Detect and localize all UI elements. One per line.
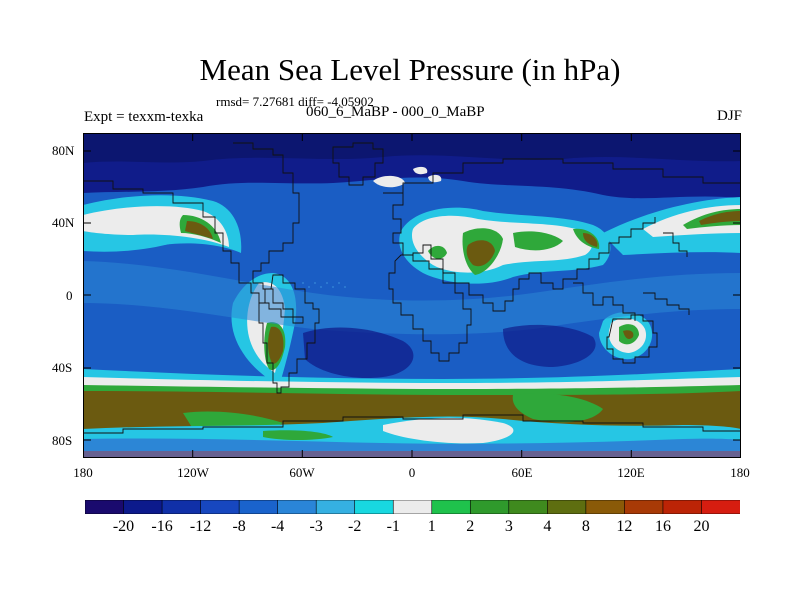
period-label: 060_6_MaBP - 000_0_MaBP <box>306 104 485 120</box>
colorbar-swatch <box>392 499 433 515</box>
stats-line: rmsd= 7.27681 diff= -4.05902 <box>216 94 374 109</box>
season-label: DJF <box>716 108 742 124</box>
colorbar-tick-label: 16 <box>654 518 671 535</box>
colorbar-swatch <box>161 499 202 515</box>
colorbar-swatch <box>547 499 587 515</box>
experiment-label: Expt = texxm-texka <box>84 109 204 125</box>
eurasia-green-3 <box>513 231 563 251</box>
southern-green-patch-1 <box>512 393 603 423</box>
lat-tick-label: 0 <box>66 288 73 303</box>
colorbar-swatch <box>277 499 317 515</box>
lat-tick-label: 80S <box>52 433 73 448</box>
contour-map <box>83 133 741 458</box>
lon-tick-label: 120W <box>177 465 209 480</box>
south-america-coast <box>258 274 320 394</box>
colorbar-tick-label: -4 <box>270 518 285 535</box>
lon-tick-label: 120E <box>617 465 645 480</box>
lon-tick-label: 60W <box>289 465 315 480</box>
australia-coast <box>606 314 658 364</box>
colorbar <box>84 499 741 515</box>
north-america-coast <box>83 142 304 324</box>
colorbar-tick-label: -16 <box>151 518 173 535</box>
south-america-brown <box>268 326 284 364</box>
lon-tick-label: 180 <box>73 465 93 480</box>
africa-coast <box>388 254 472 362</box>
antarctic-white <box>383 417 514 444</box>
colorbar-tick-label: -2 <box>348 518 362 535</box>
colorbar-swatch <box>585 499 626 515</box>
lat-tick-label: 80N <box>52 143 75 158</box>
colorbar-tick-label: -8 <box>232 518 246 535</box>
colorbar-swatch <box>200 499 240 515</box>
colorbar-tick-label: 20 <box>693 518 710 535</box>
lat-tick-label: 40S <box>52 360 73 375</box>
colorbar-swatches <box>84 499 741 515</box>
tropical-light-band <box>83 261 741 335</box>
colorbar-swatch <box>508 499 549 515</box>
colorbar-swatch <box>84 499 125 515</box>
stipple-pattern <box>302 282 346 288</box>
greenland-coast <box>332 142 384 186</box>
arctic-patch-3 <box>428 174 442 183</box>
colorbar-tick-label: 8 <box>581 518 590 535</box>
colorbar-swatch <box>701 499 741 515</box>
colorbar-tick-label: -1 <box>386 518 400 535</box>
lon-tick-label: 60E <box>511 465 533 480</box>
colorbar-swatch <box>469 499 510 515</box>
axis-ticks <box>83 133 741 458</box>
indian-ocean-deep <box>503 324 596 367</box>
colorbar-tick-label: 2 <box>466 518 475 535</box>
japan-islands <box>663 232 688 257</box>
colorbar-tick-label: 3 <box>504 518 513 535</box>
southeast-asia-coast <box>573 282 636 321</box>
eurasia-brown-2 <box>583 233 598 247</box>
colorbar-swatch <box>238 499 279 515</box>
colorbar-swatch <box>662 499 703 515</box>
colorbar-tick-label: -20 <box>112 518 135 535</box>
colorbar-swatch <box>431 499 471 515</box>
greenland-patch <box>373 175 405 188</box>
eurasia-green-1 <box>428 245 447 259</box>
north-pacific-brown <box>185 221 213 239</box>
colorbar-tick-label: 4 <box>543 518 552 535</box>
coastlines <box>83 142 741 434</box>
colorbar-tick-label: -3 <box>309 518 323 535</box>
map-panel <box>83 133 741 458</box>
arctic-patch-2 <box>413 166 428 175</box>
north-pacific-cyan-lower <box>83 233 173 252</box>
colorbar-swatch <box>624 499 664 515</box>
colorbar-tick-label: 12 <box>616 518 633 535</box>
indonesia-islands <box>643 292 690 315</box>
lon-tick-label: 0 <box>408 465 416 480</box>
eurasia-white <box>411 215 593 273</box>
lat-tick-label: 40N <box>52 215 75 230</box>
eurasia-brown-1 <box>466 240 495 267</box>
arctic-core <box>83 133 741 163</box>
antarctic-green <box>263 430 333 440</box>
east-pacific-brown <box>699 211 741 225</box>
lon-tick-label: 180 <box>730 465 750 480</box>
map-title: Mean Sea Level Pressure (in hPa) <box>199 52 621 87</box>
colorbar-swatch <box>123 499 163 515</box>
australia-brown <box>623 330 634 339</box>
colorbar-tick-label: 1 <box>427 518 436 535</box>
colorbar-swatch <box>354 499 394 515</box>
colorbar-tick-label: -12 <box>189 518 212 535</box>
south-atlantic-deep <box>303 327 414 379</box>
antarctic-light <box>83 438 741 458</box>
colorbar-swatch <box>315 499 356 515</box>
antarctica-coast <box>83 414 741 434</box>
